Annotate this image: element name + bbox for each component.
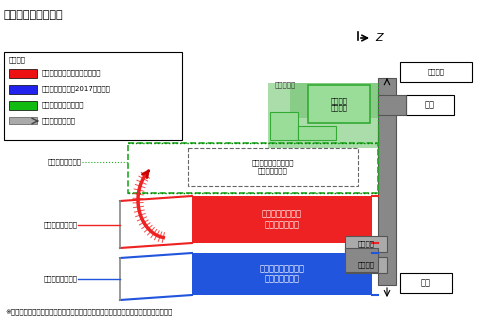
Text: 仮線下り（犬山方面）
ホーム【地上】: 仮線下り（犬山方面） ホーム【地上】 — [252, 160, 294, 174]
Text: 東口: 東口 — [421, 278, 431, 287]
Bar — [188, 148, 358, 186]
Bar — [345, 248, 378, 272]
FancyBboxPatch shape — [308, 85, 370, 123]
Bar — [345, 257, 387, 273]
Bar — [9, 101, 37, 110]
Text: 高架本線（下り）今回切替予定: 高架本線（下り）今回切替予定 — [42, 70, 101, 76]
Text: 地上仮線（下り）廣止: 地上仮線（下り）廣止 — [42, 102, 84, 108]
Text: 歩行者通路、動線: 歩行者通路、動線 — [42, 118, 76, 124]
Bar — [192, 253, 372, 295]
Text: 旧改札口
（仮駅）: 旧改札口 （仮駅） — [331, 97, 348, 111]
Text: 駅前広場: 駅前広場 — [428, 69, 444, 75]
Text: ※切り替えにより、西口・東口にある旧改札口を、１箇所（新改札口）に統合します。: ※切り替えにより、西口・東口にある旧改札口を、１箇所（新改札口）に統合します。 — [5, 308, 172, 315]
Bar — [378, 78, 396, 285]
Text: 【布袋駅の概要図】: 【布袋駅の概要図】 — [3, 10, 62, 20]
Bar — [345, 236, 387, 252]
Bar — [400, 273, 452, 293]
Bar — [9, 85, 37, 94]
Text: 西口: 西口 — [425, 100, 435, 109]
Bar — [4, 52, 182, 140]
Bar — [128, 143, 378, 193]
Bar — [9, 117, 37, 124]
Bar — [192, 196, 372, 243]
Text: 下り（犬山方面）
ホーム【高架】: 下り（犬山方面） ホーム【高架】 — [262, 210, 302, 229]
Text: 上り（名古屋方面）
ホーム【高架】: 上り（名古屋方面） ホーム【高架】 — [260, 264, 304, 284]
Bar — [290, 83, 378, 118]
Text: 高架本線（上り）: 高架本線（上り） — [44, 276, 78, 282]
Bar — [270, 112, 298, 140]
Text: 【凡例】: 【凡例】 — [9, 56, 26, 63]
Bar — [9, 69, 37, 78]
Text: 高架本線（下り）: 高架本線（下り） — [44, 221, 78, 228]
Text: 高架本線（上り）2017年切替済: 高架本線（上り）2017年切替済 — [42, 86, 111, 92]
Bar — [378, 95, 406, 115]
Bar — [400, 62, 472, 82]
Bar — [268, 83, 378, 148]
Text: Z: Z — [375, 33, 383, 43]
Bar — [406, 95, 454, 115]
Text: 新改札口: 新改札口 — [358, 241, 374, 247]
Text: 地上仮線（下り）: 地上仮線（下り） — [48, 159, 82, 165]
Bar — [298, 126, 336, 140]
Text: （跨線橋）: （跨線橋） — [275, 81, 296, 88]
Text: 旧改札口: 旧改札口 — [358, 262, 374, 268]
